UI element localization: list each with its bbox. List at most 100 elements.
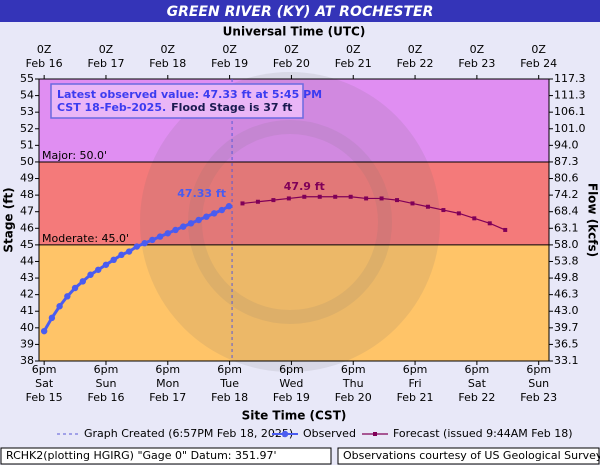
y-tick-label: 40 — [20, 321, 34, 334]
forecast-point — [271, 198, 276, 203]
y2-tick-label: 68.4 — [554, 205, 579, 218]
x2-tick-label: Feb 20 — [273, 57, 310, 70]
x-tick-label: Feb 17 — [149, 391, 186, 404]
observed-point — [79, 278, 86, 285]
observed-point — [87, 271, 94, 278]
observed-point — [180, 223, 187, 230]
forecast-point — [410, 201, 415, 206]
forecast-point — [286, 196, 291, 201]
footer-box — [337, 447, 600, 465]
y2-tick-label: 80.6 — [554, 172, 579, 185]
x2-tick-label: Feb 24 — [520, 57, 557, 70]
forecast-point — [425, 204, 430, 209]
y-tick-label: 45 — [20, 238, 34, 251]
legend-label: Graph Created (6:57PM Feb 18, 2025) — [84, 427, 293, 440]
observed-point — [187, 220, 195, 227]
annotation-text: Latest observed value: 47.33 ft at 5:45 … — [57, 88, 322, 101]
x-tick-label: Fri — [409, 377, 422, 390]
x-tick-label: 6pm — [341, 363, 366, 376]
x-tick-label: Feb 22 — [458, 391, 495, 404]
x-tick-label: Feb 19 — [273, 391, 310, 404]
y2-tick-label: 111.3 — [554, 89, 586, 102]
y-tick-label: 50 — [20, 155, 34, 168]
y2-tick-label: 58.0 — [554, 238, 579, 251]
y2-tick-label: 74.2 — [554, 188, 579, 201]
y2-tick-label: 94.0 — [554, 138, 579, 151]
value-label: 47.33 ft — [177, 187, 226, 200]
forecast-point — [302, 194, 307, 199]
forecast-point — [487, 221, 492, 226]
observed-point — [125, 248, 133, 255]
forecast-point — [255, 199, 260, 204]
x2-tick-label: 0Z — [99, 43, 114, 56]
x2-tick-label: 0Z — [531, 43, 546, 56]
x2-tick-label: Feb 22 — [397, 57, 434, 70]
x-tick-label: Thu — [342, 377, 364, 390]
y2-tick-label: 39.7 — [554, 321, 579, 334]
x-tick-label: Feb 23 — [520, 391, 557, 404]
observed-point — [156, 233, 164, 240]
annotation-box — [50, 83, 304, 119]
y-tick-label: 49 — [20, 172, 34, 185]
y2-axis-title: Flow (kcfs) — [586, 183, 600, 257]
footer-left: RCHK2(plotting HGIRG) "Gage 0" Datum: 35… — [6, 449, 277, 462]
observed-point — [203, 213, 210, 220]
threshold-label: Major: 50.0' — [42, 149, 107, 162]
x-tick-label: Mon — [156, 377, 179, 390]
x-tick-label: 6pm — [465, 363, 490, 376]
footer-right: Observations courtesy of US Geological S… — [343, 449, 600, 462]
legend-label: Observed — [303, 427, 356, 440]
y-tick-label: 44 — [20, 254, 34, 267]
x-tick-label: Feb 20 — [335, 391, 372, 404]
series-line — [242, 196, 506, 231]
x2-tick-label: 0Z — [284, 43, 299, 56]
x2-axis-title: Universal Time (UTC) — [223, 25, 366, 39]
x-tick-label: Feb 15 — [26, 391, 63, 404]
y2-tick-label: 33.1 — [554, 354, 579, 367]
observed-point — [149, 236, 156, 244]
x2-tick-label: Feb 17 — [87, 57, 124, 70]
observed-point — [40, 327, 48, 335]
x-tick-label: Feb 18 — [211, 391, 248, 404]
x2-tick-label: 0Z — [37, 43, 52, 56]
observed-point — [172, 226, 179, 234]
y-tick-label: 42 — [20, 288, 34, 301]
legend-marker — [281, 430, 289, 438]
observed-point — [56, 303, 63, 310]
observed-point — [195, 216, 202, 224]
forecast-point — [364, 196, 369, 201]
annotation-line: CST 18-Feb-2025. Flood Stage is 37 ft — [57, 101, 292, 114]
x-tick-label: 6pm — [94, 363, 119, 376]
x-tick-label: 6pm — [403, 363, 428, 376]
x-tick-label: Tue — [219, 377, 239, 390]
threshold-label: Moderate: 45.0' — [42, 232, 129, 245]
flood-band — [39, 161, 549, 245]
x2-tick-label: 0Z — [346, 43, 361, 56]
y-tick-label: 54 — [20, 89, 34, 102]
x-tick-label: Feb 16 — [87, 391, 124, 404]
y-tick-label: 43 — [20, 271, 34, 284]
x2-tick-label: 0Z — [470, 43, 485, 56]
observed-point — [118, 251, 125, 259]
annotation-line: Latest observed value: 47.33 ft at 5:45 … — [57, 88, 322, 101]
y-tick-label: 38 — [20, 354, 34, 367]
forecast-point — [395, 198, 400, 203]
y-tick-label: 41 — [20, 304, 34, 317]
observed-point — [133, 243, 141, 250]
forecast-point — [240, 201, 245, 206]
observed-point — [64, 293, 71, 300]
x2-tick-label: Feb 18 — [149, 57, 186, 70]
forecast-point — [379, 196, 384, 201]
y2-tick-label: 106.1 — [554, 105, 586, 118]
observed-point — [141, 240, 148, 247]
observed-point — [71, 284, 79, 292]
y2-tick-label: 101.0 — [554, 122, 586, 135]
forecast-point — [348, 194, 353, 199]
observed-point — [102, 261, 110, 268]
x2-tick-label: Feb 21 — [335, 57, 372, 70]
plot-frame — [38, 78, 550, 362]
forecast-point — [441, 208, 446, 213]
observed-point — [225, 203, 233, 210]
forecast-point — [503, 227, 508, 232]
